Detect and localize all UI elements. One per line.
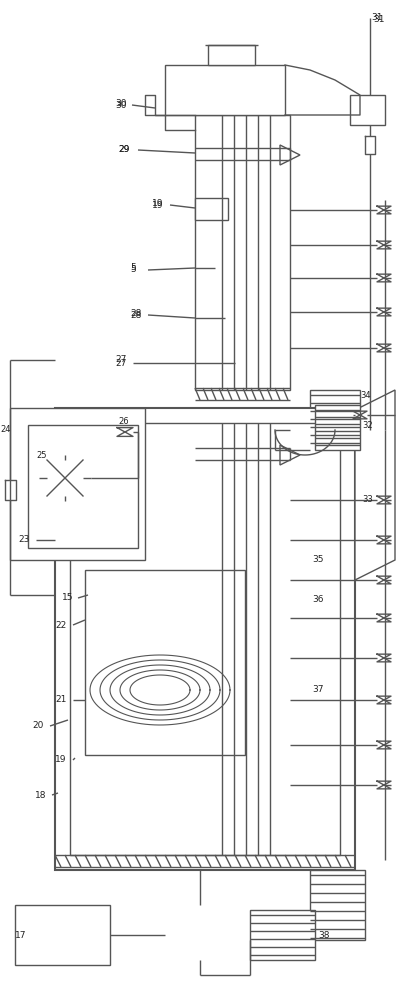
- Text: 18: 18: [35, 790, 47, 800]
- Bar: [315, 405, 360, 450]
- Text: 22: 22: [55, 620, 66, 630]
- Text: 28: 28: [130, 308, 142, 318]
- Text: 29: 29: [118, 145, 130, 154]
- Text: 5: 5: [130, 263, 136, 272]
- Text: 34: 34: [360, 390, 371, 399]
- Text: 15: 15: [62, 593, 73, 602]
- Text: 29: 29: [118, 145, 130, 154]
- Bar: [165, 65, 285, 115]
- Text: 19: 19: [152, 200, 164, 210]
- Bar: [195, 198, 228, 220]
- Text: 27: 27: [115, 356, 126, 364]
- Text: 30: 30: [115, 100, 126, 108]
- Text: 32: 32: [362, 420, 373, 430]
- Text: 35: 35: [312, 556, 324, 564]
- Bar: [195, 115, 290, 390]
- Text: 24: 24: [0, 426, 10, 434]
- Text: 31: 31: [373, 15, 385, 24]
- Text: 19: 19: [55, 756, 67, 764]
- Text: 36: 36: [312, 595, 324, 604]
- Text: 21: 21: [55, 696, 67, 704]
- Bar: [350, 95, 385, 125]
- Text: 19: 19: [152, 198, 164, 208]
- Bar: [310, 870, 365, 940]
- Bar: [85, 570, 245, 755]
- Bar: [10, 408, 145, 560]
- Text: 30: 30: [115, 101, 126, 109]
- Text: 33: 33: [362, 495, 373, 504]
- Text: 27: 27: [115, 359, 126, 367]
- Bar: [70, 423, 340, 855]
- Bar: [250, 910, 315, 960]
- Polygon shape: [355, 390, 395, 580]
- Bar: [55, 408, 355, 870]
- Text: 25: 25: [36, 450, 47, 460]
- Text: 5: 5: [130, 265, 136, 274]
- Text: 28: 28: [130, 310, 142, 320]
- Text: 26: 26: [118, 418, 129, 426]
- Bar: [208, 45, 255, 65]
- Text: 31: 31: [371, 13, 383, 22]
- Bar: [310, 390, 360, 445]
- Text: 37: 37: [312, 686, 324, 694]
- Text: 20: 20: [32, 722, 43, 730]
- Text: 23: 23: [18, 536, 29, 544]
- Text: 38: 38: [318, 930, 330, 940]
- Bar: [15, 905, 110, 965]
- Text: 17: 17: [15, 930, 26, 940]
- Bar: [28, 425, 138, 548]
